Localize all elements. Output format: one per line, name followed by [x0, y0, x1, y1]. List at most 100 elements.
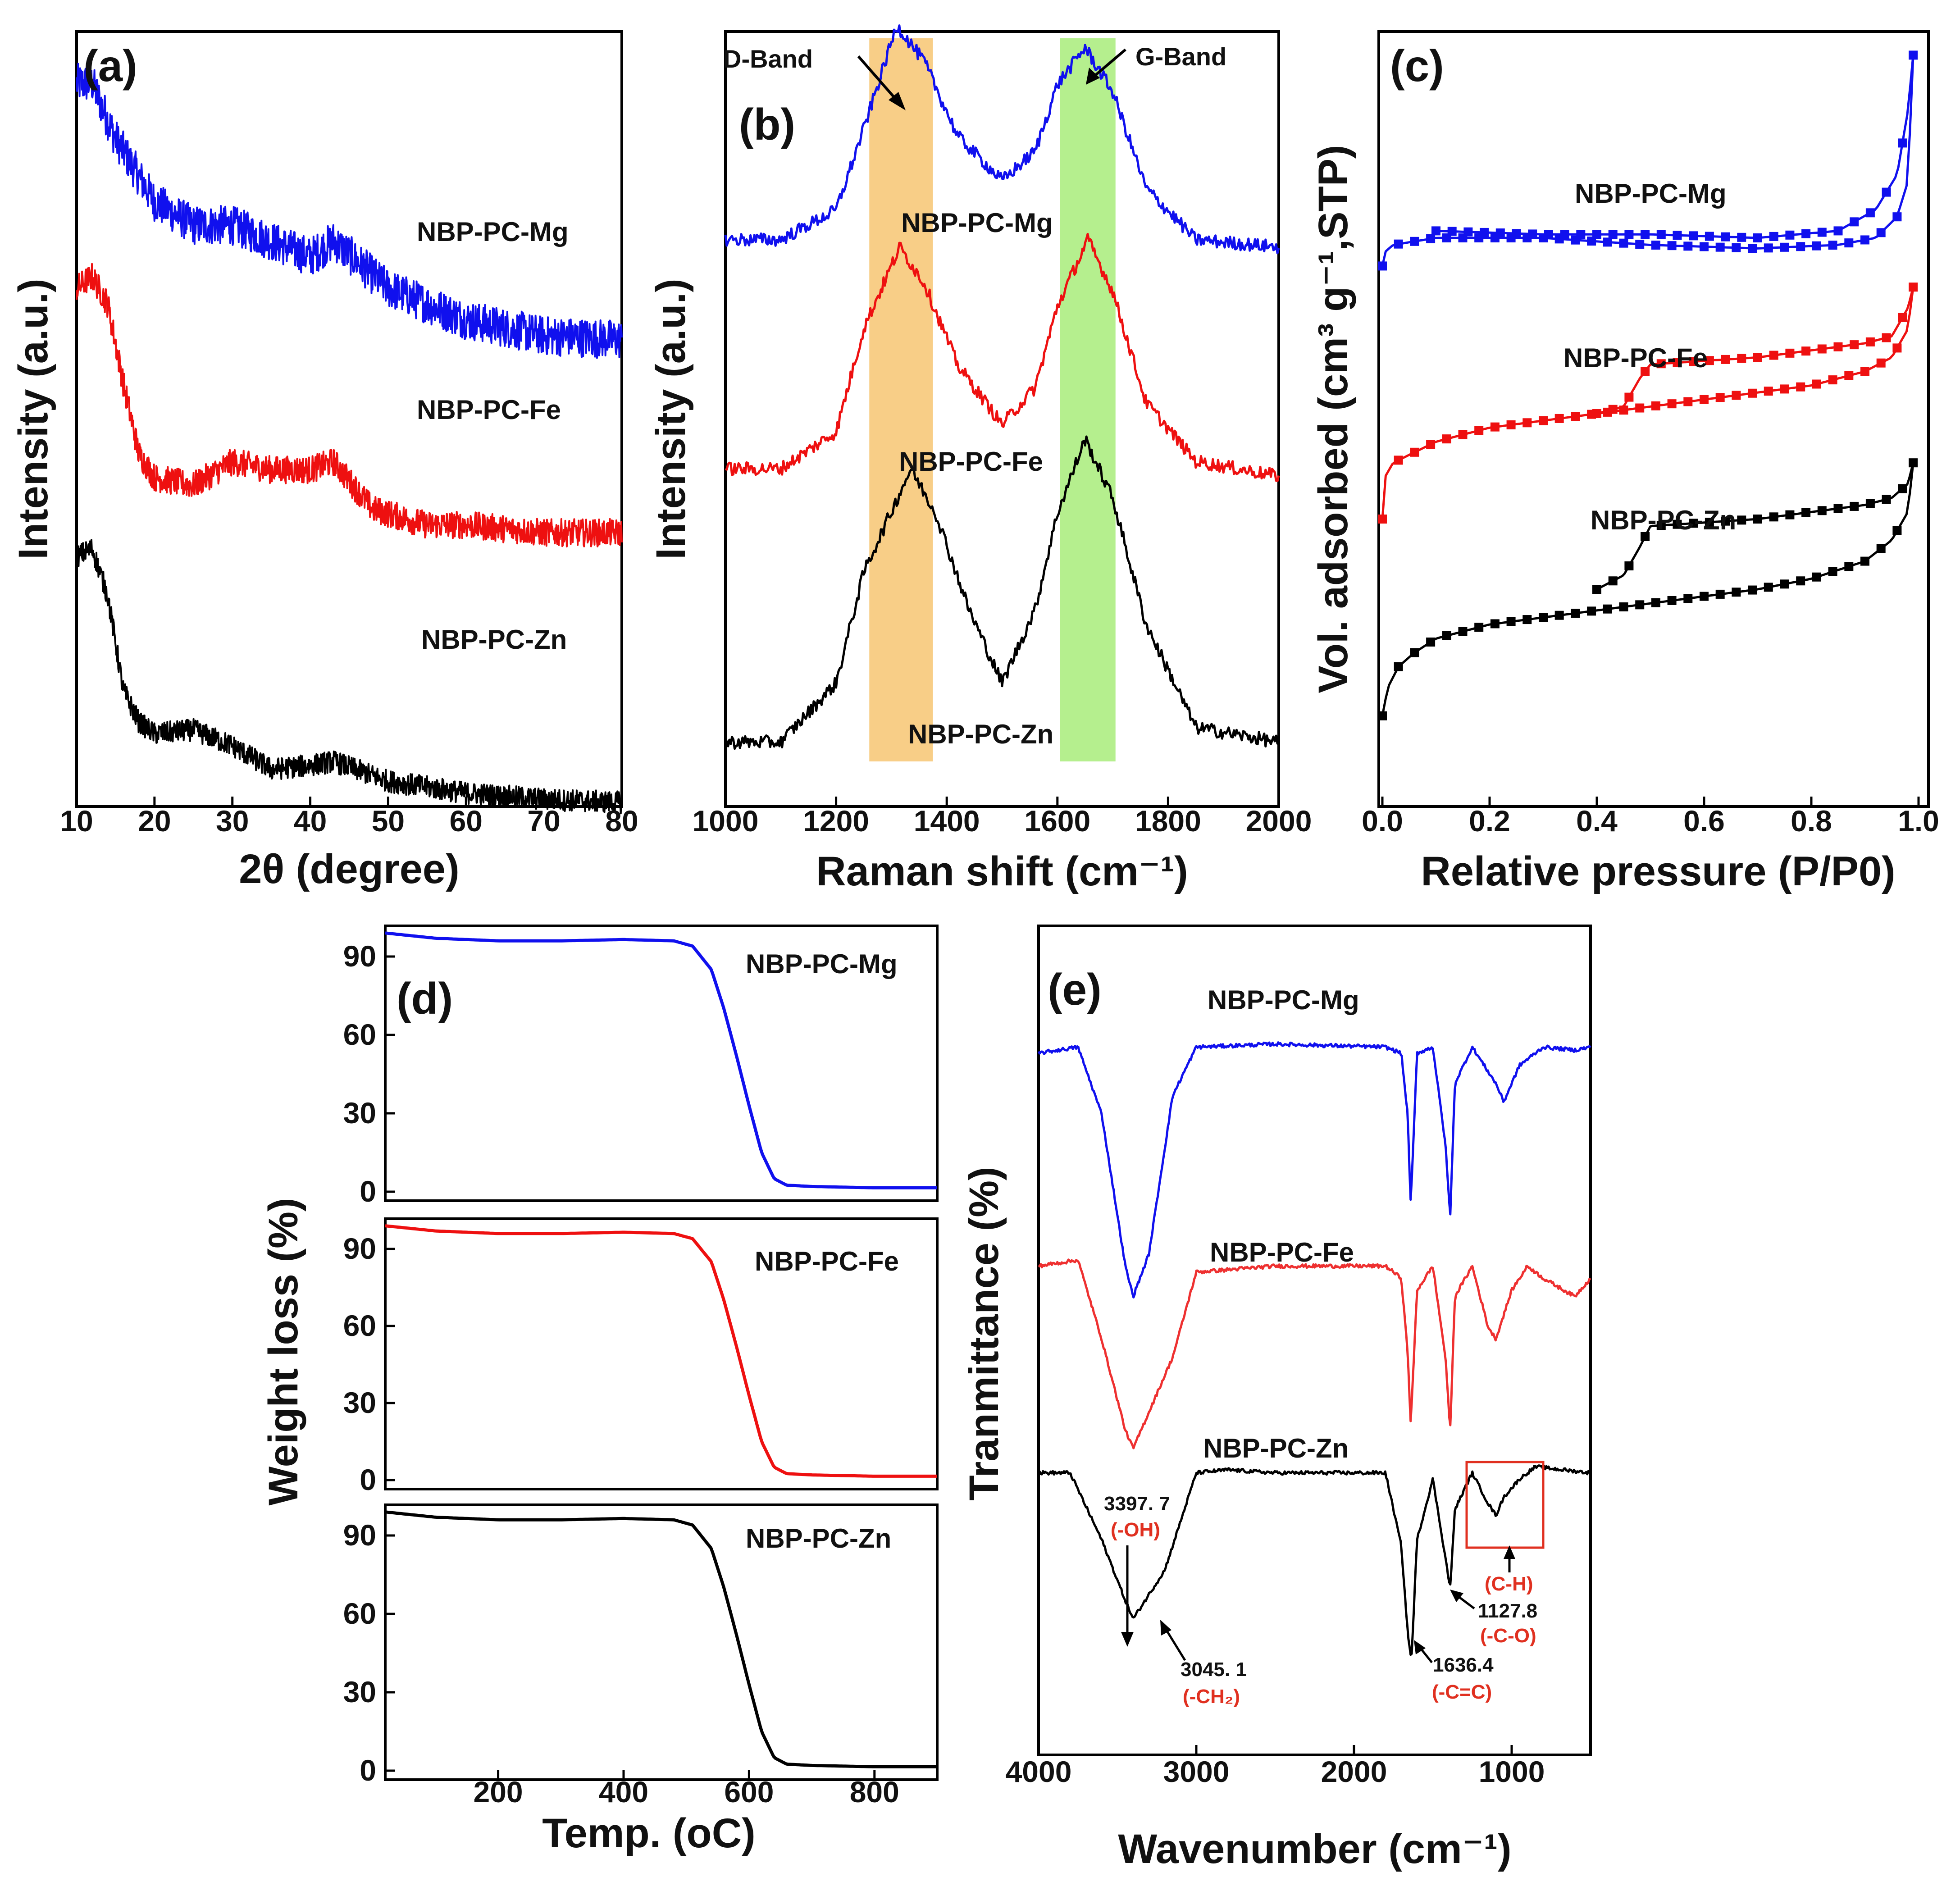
panel-c-marker-NBP-PC-Zn desorption-5 [1673, 519, 1682, 529]
panel-c-marker-NBP-PC-Fe-9 [1522, 418, 1532, 428]
panel-c-marker-NBP-PC-Fe desorption-9 [1737, 354, 1746, 363]
panel-c-series-label-fe: NBP-PC-Fe [1563, 343, 1708, 373]
panel-c-marker-NBP-PC-Mg-15 [1619, 238, 1628, 248]
panel-c-marker-NBP-PC-Zn-7 [1490, 619, 1500, 629]
panel-c-ylabel: Vol. adsorbed (cm³ g⁻¹,STP) [1310, 145, 1356, 693]
panel-e-ylabel: Tranmittance (%) [961, 1166, 1007, 1500]
panel-c-marker-NBP-PC-Fe-30 [1860, 367, 1869, 376]
panel-c-marker-NBP-PC-Zn-3 [1426, 638, 1436, 647]
panel-c-marker-NBP-PC-Fe desorption-3 [1641, 367, 1650, 376]
panel-c-marker-NBP-PC-Mg-21 [1715, 242, 1725, 252]
panel-c-marker-NBP-PC-Zn-2 [1410, 648, 1419, 657]
panel-c-marker-NBP-PC-Zn-8 [1506, 617, 1516, 626]
panel-c-marker-NBP-PC-Zn desorption-14 [1817, 506, 1827, 515]
panel-c-marker-NBP-PC-Fe-10 [1539, 416, 1548, 425]
panel-c-marker-NBP-PC-Fe desorption-1 [1608, 405, 1618, 414]
panel-c-marker-NBP-PC-Fe-32 [1892, 343, 1902, 353]
panel-a-xtick-70: 70 [527, 804, 560, 838]
panel-c-marker-NBP-PC-Fe desorption-0 [1592, 409, 1601, 418]
panel-c-marker-NBP-PC-Mg desorption-3 [1480, 228, 1489, 237]
panel-a-xtick-30: 30 [216, 804, 249, 838]
panel-c-marker-NBP-PC-Fe-4 [1442, 434, 1451, 444]
panel-c-marker-NBP-PC-Zn-12 [1571, 609, 1580, 618]
panel-c-frame [1377, 30, 1930, 808]
ann-cc-arrow [1414, 1640, 1433, 1663]
panel-c-marker-NBP-PC-Fe-28 [1828, 375, 1837, 385]
panel-c-xtick-0.2: 0.2 [1469, 804, 1510, 838]
panel-d-ylabel: Weight loss (%) [260, 1198, 306, 1505]
panel-d-ytick-0-0: 0 [360, 1175, 376, 1208]
panel-c-marker-NBP-PC-Zn-32 [1892, 526, 1902, 535]
panel-c-marker-NBP-PC-Mg-24 [1764, 243, 1773, 253]
panel-d-ytick-1-30: 30 [343, 1386, 376, 1419]
panel-e-series-label-fe: NBP-PC-Fe [1210, 1237, 1354, 1267]
panel-c-marker-NBP-PC-Mg desorption-25 [1833, 226, 1843, 236]
panel-a-frame [75, 30, 623, 808]
panel-c-marker-NBP-PC-Mg-18 [1667, 241, 1677, 251]
panel-a-line-NBP-PC-Fe [76, 263, 623, 548]
panel-d-ytick-1-90: 90 [343, 1232, 376, 1265]
panel-c-marker-NBP-PC-Zn-11 [1554, 610, 1564, 620]
ann-ch-arrow [1504, 1545, 1515, 1572]
panel-c-marker-NBP-PC-Mg desorption-22 [1785, 230, 1795, 240]
panel-b-line-NBP-PC-Fe [725, 232, 1280, 482]
panel-a-ylabel: Intensity (a.u.) [10, 278, 56, 560]
panel-e-xtick-1000: 1000 [1479, 1755, 1545, 1788]
panel-c-marker-NBP-PC-Fe-5 [1458, 430, 1468, 439]
panel-c-marker-NBP-PC-Fe-8 [1506, 420, 1516, 429]
panel-c-marker-NBP-PC-Fe-27 [1812, 379, 1821, 389]
panel-c-marker-NBP-PC-Zn desorption-16 [1850, 501, 1859, 511]
panel-d-series-label-zn: NBP-PC-Zn [746, 1523, 891, 1554]
panel-c-series-label-zn: NBP-PC-Zn [1591, 505, 1736, 535]
panel-e-line-NBP-PC-Fe [1038, 1258, 1591, 1449]
panel-c-marker-NBP-PC-Mg desorption-14 [1656, 230, 1666, 239]
panel-c-marker-NBP-PC-Mg-2 [1410, 237, 1419, 246]
panel-c-marker-NBP-PC-Zn desorption-15 [1833, 504, 1843, 513]
panel-c-marker-NBP-PC-Zn-4 [1442, 631, 1451, 640]
panel-c-marker-NBP-PC-Fe desorption-18 [1882, 333, 1891, 342]
panel-c-marker-NBP-PC-Mg desorption-11 [1608, 230, 1618, 239]
panel-c-marker-NBP-PC-Zn-27 [1812, 572, 1821, 582]
panel-b-xtick-1800: 1800 [1135, 804, 1201, 838]
panel-c-marker-NBP-PC-Mg desorption-26 [1850, 217, 1859, 227]
panel-a-xtick-80: 80 [605, 804, 638, 838]
ann-cc-value: 1636.4 [1433, 1654, 1494, 1676]
panel-c-marker-NBP-PC-Fe-21 [1715, 393, 1725, 402]
panel-a-line-NBP-PC-Mg [76, 63, 623, 359]
panel-e-frame [1037, 925, 1592, 1756]
panel-e-xtick-3000: 3000 [1163, 1755, 1230, 1788]
panel-c-marker-NBP-PC-Zn desorption-0 [1592, 585, 1601, 594]
panel-a-xtick-40: 40 [294, 804, 327, 838]
panel-c-xtick-0.4: 0.4 [1576, 804, 1618, 838]
panel-c-marker-NBP-PC-Mg desorption-12 [1624, 230, 1634, 239]
panel-c-marker-NBP-PC-Zn-21 [1715, 589, 1725, 599]
panel-c-marker-NBP-PC-Fe-12 [1571, 412, 1580, 421]
panel-c-xtick-1.0: 1.0 [1898, 804, 1939, 838]
ann-oh-arrow [1121, 1545, 1134, 1647]
panel-d-line-NBP-PC-Zn [385, 1510, 937, 1768]
panel-c-series-label-mg: NBP-PC-Mg [1575, 178, 1727, 209]
panel-c-xtick-0.8: 0.8 [1791, 804, 1832, 838]
panel-d-ytick-2-30: 30 [343, 1675, 376, 1708]
panel-c-marker-NBP-PC-Zn-17 [1651, 598, 1660, 607]
panel-b-series-label-zn: NBP-PC-Zn [908, 719, 1053, 749]
panel-d: 0 30 60 90 0 30 60 90 0 30 60 90 200 400 600 800 (d) NB… [260, 925, 939, 1856]
panel-d-ytick-1-60: 60 [343, 1309, 376, 1342]
panel-c-xtick-0.6: 0.6 [1683, 804, 1725, 838]
panel-a-xtick-10: 10 [60, 804, 93, 838]
panel-c-xticks: 0.0 0.2 0.4 0.6 0.8 1.0 [1362, 797, 1939, 838]
panel-c-marker-NBP-PC-Zn-30 [1860, 556, 1869, 566]
panel-c-marker-NBP-PC-Mg-31 [1876, 228, 1886, 237]
panel-b-xtick-2000: 2000 [1246, 804, 1312, 838]
ann-co-group: (-C-O) [1480, 1625, 1536, 1647]
panel-c-marker-NBP-PC-Fe desorption-5 [1673, 358, 1682, 367]
panel-b: 1000 1200 1400 1600 1800 2000 (b) D-Band G-Ba… [648, 24, 1312, 894]
panel-c-marker-NBP-PC-Fe desorption-4 [1656, 359, 1666, 369]
panel-c-marker-NBP-PC-Mg desorption-29 [1898, 138, 1907, 148]
panel-c-marker-NBP-PC-Zn desorption-10 [1753, 515, 1762, 524]
panel-c-marker-NBP-PC-Zn-0 [1378, 711, 1387, 720]
ann-ch2-arrow [1160, 1620, 1186, 1661]
g-band-label: G-Band [1135, 42, 1226, 71]
panel-d-xtick-200: 200 [474, 1775, 523, 1809]
